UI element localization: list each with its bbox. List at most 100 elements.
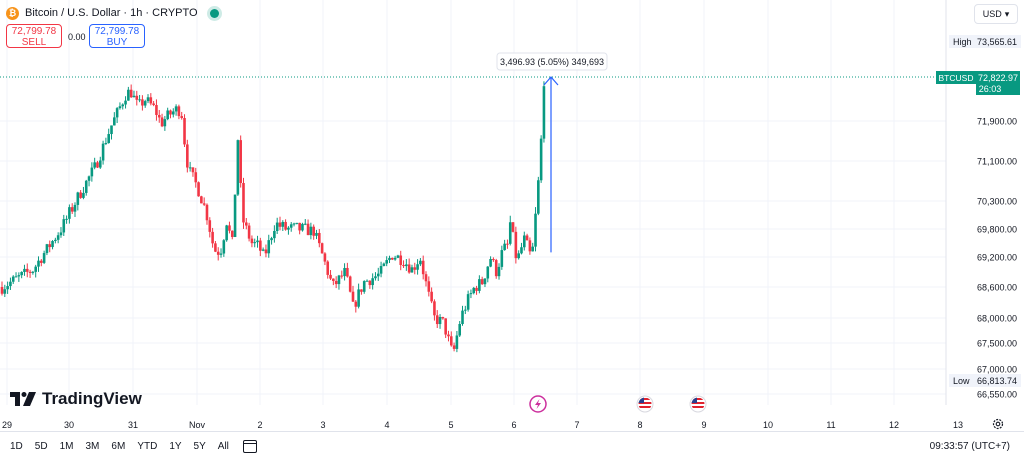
time-tick-label: 3 <box>320 420 325 430</box>
range-3m[interactable]: 3M <box>85 441 100 452</box>
candle-body <box>503 243 506 251</box>
candle-body <box>171 111 175 115</box>
candle-body <box>528 240 532 252</box>
price-axis[interactable]: 71,900.00 71,100.00 70,300.00 69,800.00 69,2… <box>977 117 1017 400</box>
bitcoin-icon: ₿ <box>6 6 19 20</box>
price-tick-label: 67,000.00 <box>977 365 1017 375</box>
candle-body <box>166 110 169 120</box>
measure-label: 3,496.93 (5.05%) 349,693 <box>500 57 604 67</box>
candle-body <box>483 278 487 285</box>
candle-body <box>522 235 526 248</box>
candle-body <box>267 240 271 254</box>
candle-body <box>464 309 467 311</box>
candle-body <box>244 222 248 226</box>
price-tick-label: 68,000.00 <box>977 314 1017 324</box>
range-5d[interactable]: 5D <box>34 441 48 452</box>
candle-body <box>340 275 344 277</box>
price-tick-label: 69,800.00 <box>977 225 1017 235</box>
candle-body <box>419 260 422 265</box>
time-tick-label: 12 <box>889 420 899 430</box>
candle-body <box>183 118 186 145</box>
time-axis[interactable]: 29 30 31 Nov 2 3 4 5 6 7 8 9 10 11 12 13 <box>2 420 963 430</box>
time-tick-label: 5 <box>448 420 453 430</box>
time-tick-label: 6 <box>511 420 516 430</box>
candle-body <box>402 264 405 267</box>
candle-body <box>452 345 456 349</box>
candle-body <box>461 310 464 325</box>
range-6m[interactable]: 6M <box>111 441 126 452</box>
candle-body <box>410 267 414 273</box>
candle-body <box>118 106 122 109</box>
candle-body <box>157 114 161 118</box>
candle-body <box>28 271 32 273</box>
candle-body <box>214 243 217 252</box>
us-flag-event-icon[interactable] <box>689 395 707 413</box>
candle-body <box>250 238 254 244</box>
bottom-toolbar: 1D 5D 1M 3M 6M YTD 1Y 5Y All 09:33:57 (U… <box>0 431 1024 461</box>
candle-body <box>438 317 442 325</box>
candle-body <box>326 261 330 275</box>
candle-body <box>236 140 240 195</box>
time-tick-label: 31 <box>128 420 138 430</box>
settings-gear-icon[interactable] <box>992 418 1004 430</box>
tradingview-logo[interactable]: TradingView <box>10 389 142 409</box>
sell-label: SELL <box>21 37 47 48</box>
candle-body <box>537 180 540 214</box>
time-tick-label: Nov <box>189 420 206 430</box>
candle-body <box>37 260 40 267</box>
buy-button[interactable]: 72,799.78 BUY <box>89 24 145 48</box>
symbol-header[interactable]: ₿ Bitcoin / U.S. Dollar · 1h · CRYPTO <box>6 5 219 21</box>
candle-body <box>197 182 200 197</box>
price-tick-label: 67,500.00 <box>977 339 1017 349</box>
candle-body <box>346 267 349 277</box>
candle-body <box>303 223 307 225</box>
candle-body <box>186 144 189 168</box>
candle-body <box>14 276 18 278</box>
range-1y[interactable]: 1Y <box>169 441 182 452</box>
candle-body <box>520 247 523 254</box>
candle-body <box>146 97 150 102</box>
calendar-icon[interactable] <box>242 440 257 453</box>
candle-body <box>371 278 374 286</box>
lightning-event-icon[interactable] <box>529 395 547 413</box>
candle-body <box>129 89 133 98</box>
candle-body <box>334 280 338 285</box>
candle-body <box>200 196 203 204</box>
candle-body <box>497 266 501 277</box>
currency-value: USD <box>982 9 1002 19</box>
candle-body <box>194 172 198 183</box>
us-flag-event-icon[interactable] <box>636 395 654 413</box>
event-markers[interactable] <box>529 395 707 413</box>
candle-body <box>219 253 223 255</box>
range-ytd[interactable]: YTD <box>137 441 158 452</box>
measure-tool[interactable]: 3,496.93 (5.05%) 349,693 <box>496 52 608 253</box>
candle-body <box>143 101 147 106</box>
range-1m[interactable]: 1M <box>59 441 74 452</box>
candle-body <box>424 274 428 282</box>
candle-body <box>281 221 285 227</box>
candle-body <box>25 268 29 272</box>
candle-body <box>273 231 276 239</box>
candle-body <box>31 271 35 273</box>
candle-body <box>354 301 358 307</box>
candle-body <box>107 134 111 144</box>
candle-body <box>480 279 484 285</box>
sell-button[interactable]: 72,799.78 SELL <box>6 24 62 48</box>
range-all[interactable]: All <box>217 441 229 452</box>
low-label: Low <box>953 376 970 386</box>
candle-body <box>230 230 234 238</box>
clock-readout[interactable]: 09:33:57 (UTC+7) <box>929 441 1010 452</box>
candle-body <box>360 289 363 292</box>
sell-price: 72,799.78 <box>11 26 57 37</box>
candle-body <box>458 324 462 336</box>
range-1d[interactable]: 1D <box>10 441 23 452</box>
currency-select[interactable]: USD ▾ <box>974 4 1018 24</box>
candle-body <box>444 318 447 335</box>
high-marker: High 73,565.61 <box>949 35 1021 48</box>
range-5y[interactable]: 5Y <box>193 441 206 452</box>
candle-body <box>0 287 4 294</box>
candle-body <box>365 280 369 282</box>
candle-body <box>155 105 158 115</box>
candle-body <box>405 264 408 267</box>
